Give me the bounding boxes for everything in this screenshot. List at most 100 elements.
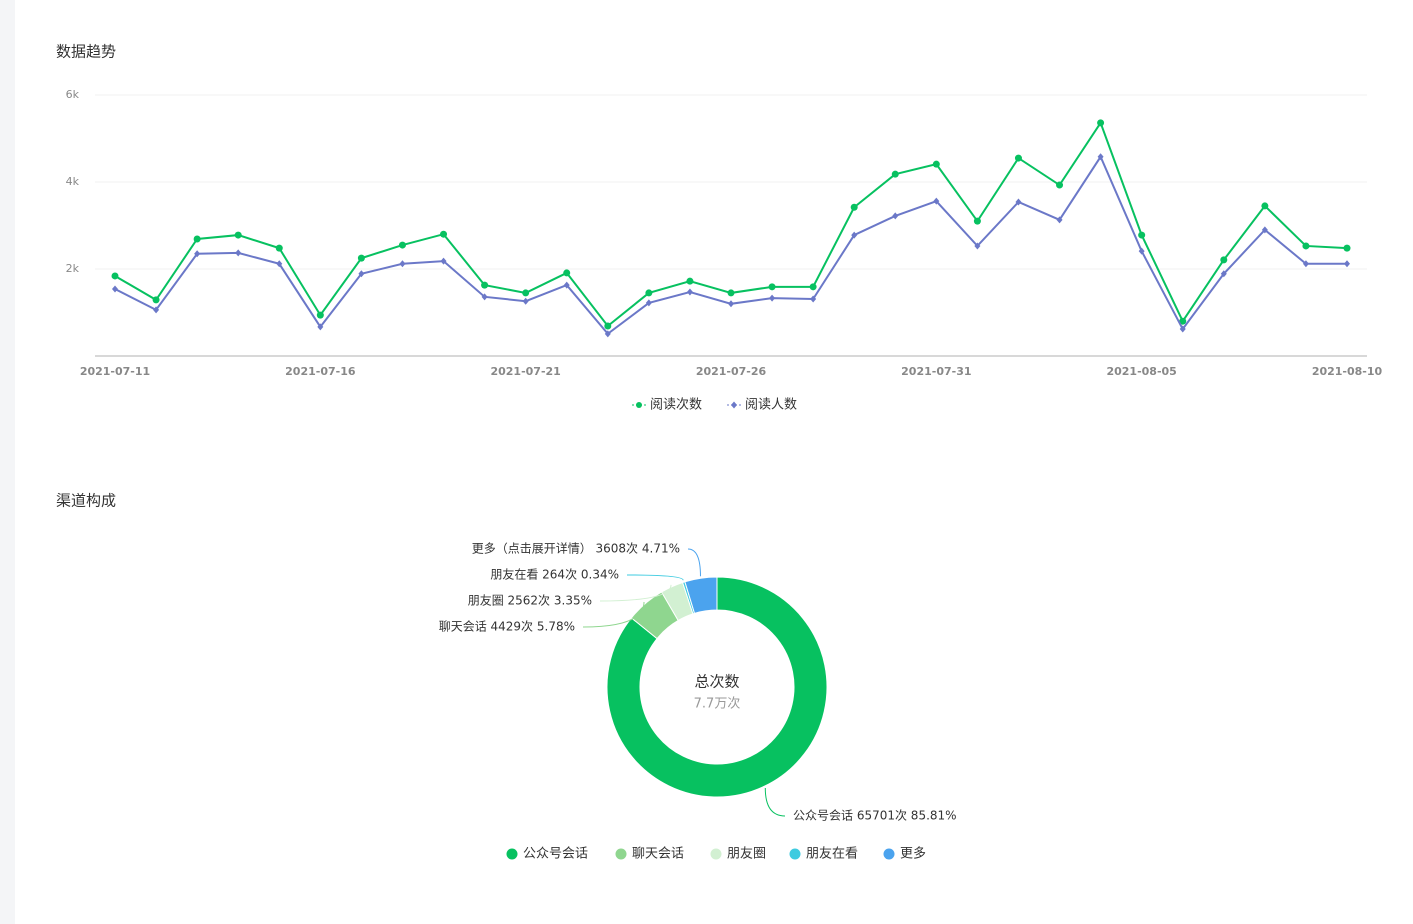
x-tick-label: 2021-07-16	[285, 365, 356, 378]
point	[193, 235, 201, 243]
point	[1097, 119, 1105, 127]
donut-center-title: 总次数	[694, 673, 739, 691]
legend-marker	[789, 848, 801, 860]
point	[850, 203, 858, 211]
legend-marker	[506, 848, 518, 860]
point	[276, 260, 283, 268]
legend-label: 更多	[900, 846, 926, 862]
y-tick-label: 6k	[66, 88, 80, 101]
data-label: 公众号会话 65701次 85.81%	[793, 809, 957, 823]
point	[440, 230, 448, 238]
side-strip	[0, 0, 15, 924]
point	[933, 197, 940, 205]
point	[317, 323, 324, 331]
point	[563, 281, 570, 289]
point	[769, 294, 776, 302]
point	[1056, 181, 1064, 189]
point	[153, 306, 160, 314]
leader-line	[626, 574, 684, 581]
point	[1220, 270, 1227, 278]
point	[1015, 198, 1022, 206]
point	[194, 250, 201, 258]
point	[1138, 231, 1146, 239]
data-label: 朋友圈 2562次 3.35%	[468, 594, 592, 608]
point	[235, 249, 242, 257]
point	[1261, 202, 1269, 210]
point	[563, 269, 571, 277]
point	[1179, 325, 1186, 333]
leader-line	[687, 548, 701, 577]
point	[522, 289, 530, 297]
leader-line	[582, 602, 645, 628]
data-label: 朋友在看 264次 0.34%	[490, 568, 619, 582]
point	[851, 231, 858, 239]
legend-marker	[615, 848, 627, 860]
legend-marker	[731, 401, 737, 409]
legend-label: 公众号会话	[523, 847, 588, 862]
legend-label: 朋友在看	[806, 846, 858, 862]
legend-label: 朋友圈	[727, 846, 766, 862]
point	[112, 285, 118, 293]
leader-line	[764, 788, 786, 817]
x-tick-label: 2021-08-05	[1106, 365, 1176, 378]
point	[604, 330, 611, 338]
point	[481, 293, 488, 301]
point	[810, 295, 817, 303]
section-title: 渠道构成	[56, 492, 116, 510]
point	[1261, 226, 1268, 234]
point	[152, 296, 160, 304]
data-label: 更多（点击展开详情） 3608次 4.71%	[472, 541, 680, 556]
point	[1056, 216, 1063, 224]
point	[645, 289, 653, 297]
point	[604, 322, 612, 330]
point	[111, 272, 119, 280]
point	[974, 242, 981, 250]
point	[234, 231, 242, 239]
point	[728, 300, 734, 308]
point	[522, 297, 529, 305]
legend-marker	[883, 848, 895, 860]
point	[1097, 153, 1104, 161]
point	[275, 244, 283, 252]
point	[440, 257, 447, 265]
point	[645, 299, 652, 307]
legend-label: 阅读次数	[650, 397, 702, 413]
point	[357, 254, 365, 262]
point	[358, 270, 365, 278]
point	[768, 283, 776, 291]
point	[398, 241, 406, 249]
legend-marker	[636, 402, 642, 408]
point	[1138, 247, 1145, 255]
point	[1343, 244, 1351, 252]
x-tick-label: 2021-07-11	[80, 365, 150, 378]
point	[1302, 242, 1310, 250]
point	[481, 281, 489, 289]
point	[1014, 154, 1022, 162]
legend-label: 聊天会话	[632, 847, 684, 862]
x-tick-label: 2021-08-10	[1312, 365, 1383, 378]
x-tick-label: 2021-07-26	[696, 365, 767, 378]
donut-center-label: 7.7万次	[694, 696, 741, 712]
point	[686, 277, 694, 285]
point	[1344, 260, 1350, 268]
point	[399, 260, 406, 268]
donut-slice	[606, 576, 828, 798]
point	[1179, 317, 1187, 325]
point	[809, 283, 817, 291]
legend-marker	[710, 848, 722, 860]
point	[932, 160, 940, 168]
point	[686, 288, 693, 296]
legend-label: 阅读人数	[745, 398, 797, 413]
data-label: 聊天会话 4429次 5.78%	[439, 620, 575, 634]
point	[891, 170, 899, 178]
x-tick-label: 2021-07-21	[490, 365, 560, 378]
y-tick-label: 4k	[66, 175, 80, 188]
section-title: 数据趋势	[56, 43, 116, 61]
point	[1302, 260, 1309, 268]
y-tick-label: 2k	[66, 262, 80, 275]
point	[727, 289, 735, 297]
point	[1220, 256, 1228, 264]
x-tick-label: 2021-07-31	[901, 365, 971, 378]
